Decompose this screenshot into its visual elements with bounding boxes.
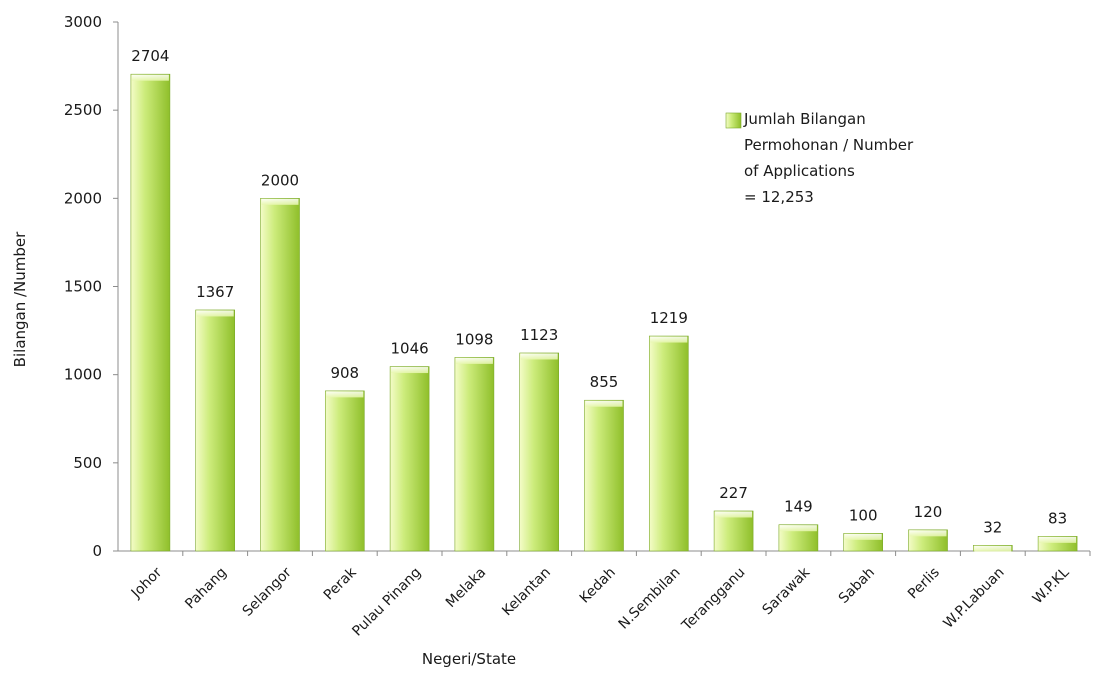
bar-group (584, 399, 624, 552)
bar (519, 352, 560, 552)
data-label: 908 (330, 364, 359, 382)
bar-group (778, 524, 819, 552)
bar-group (648, 335, 689, 552)
legend-swatch (725, 112, 742, 129)
bar-cap (391, 367, 429, 374)
bar-cap (196, 310, 234, 317)
x-tick-label: W.P.KL (1030, 564, 1073, 607)
legend-text-line: Permohonan / Number (744, 136, 914, 154)
data-label: 1219 (650, 309, 688, 327)
x-tick-label: Perlis (905, 565, 943, 603)
bar-cap (326, 391, 364, 398)
bar-cap (650, 336, 688, 343)
bar-group (324, 390, 365, 552)
bars (130, 73, 1078, 552)
x-tick-label: Pahang (182, 565, 230, 613)
bar-cap (520, 353, 558, 360)
y-tick-label: 0 (92, 542, 102, 560)
bar-cap (131, 74, 169, 81)
data-label: 149 (784, 498, 813, 516)
data-label: 1123 (520, 326, 558, 344)
bar (648, 335, 689, 552)
data-label: 227 (719, 484, 748, 502)
y-tick-label: 3000 (64, 13, 102, 31)
x-tick-label: Melaka (443, 565, 489, 611)
y-tick-label: 1500 (64, 278, 102, 296)
bar-cap (715, 511, 753, 518)
bar-cap (455, 357, 493, 364)
legend-text-line: = 12,253 (744, 188, 814, 206)
y-tick-label: 1000 (64, 366, 102, 384)
bar (260, 198, 300, 552)
y-tick-label: 500 (73, 454, 102, 472)
x-tick-label: N.Sembilan (616, 565, 684, 633)
bar-group (454, 357, 495, 552)
legend: Jumlah Bilangan Permohonan / Number of App… (725, 110, 914, 206)
x-tick-label: W.P.Labuan (940, 565, 1007, 632)
data-label: 2000 (261, 171, 299, 189)
legend-text-line: of Applications (744, 162, 855, 180)
bar-cap (779, 525, 817, 532)
data-label: 120 (914, 503, 943, 521)
bar-group (195, 309, 235, 552)
data-label: 83 (1048, 509, 1067, 527)
x-axis-title: Negeri/State (422, 650, 516, 668)
y-tick-label: 2500 (64, 101, 102, 119)
bar-cap (844, 533, 882, 540)
x-tick-label: Sarawak (760, 564, 814, 618)
bar (130, 73, 171, 552)
legend-text-line: Jumlah Bilangan (743, 110, 866, 128)
bar (389, 366, 430, 552)
bar-cap (585, 400, 623, 407)
data-label: 1046 (391, 340, 429, 358)
bar (584, 399, 624, 552)
bar-group (519, 352, 560, 552)
y-tick-label: 2000 (64, 189, 102, 207)
bar (454, 357, 495, 552)
bar-group (908, 529, 948, 552)
x-tick-label: Selangor (240, 564, 295, 619)
data-label: 2704 (131, 47, 169, 65)
bar-cap (909, 530, 947, 537)
data-label: 32 (983, 518, 1002, 536)
data-label: 1367 (196, 283, 234, 301)
bar-group (972, 545, 1013, 552)
x-tick-label: Sabah (836, 565, 878, 607)
bar-group (713, 510, 754, 552)
x-tick-label: Pulau Pinang (349, 565, 424, 640)
data-label: 1098 (455, 330, 493, 348)
x-tick-label: Johor (128, 564, 166, 602)
bar-group (843, 533, 884, 552)
data-label: 100 (849, 506, 878, 524)
bar-group (389, 366, 430, 552)
data-labels: 2704 1367 2000 908 1046 1098 1123 855 1219 227 149… (131, 47, 1067, 536)
bar-group (1037, 536, 1078, 552)
bar-cap (261, 198, 299, 205)
x-tick-label: Perak (321, 564, 361, 604)
y-axis-title: Bilangan /Number (11, 231, 29, 367)
data-label: 855 (590, 373, 619, 391)
bar (195, 309, 235, 552)
x-tick-label: Kedah (577, 565, 619, 607)
bar-group (260, 198, 300, 552)
bar-cap (1039, 536, 1077, 543)
bar (324, 390, 365, 552)
bar-group (130, 73, 171, 552)
bar (713, 510, 754, 552)
x-tick-label: Kelantan (499, 565, 554, 620)
bar-cap (974, 545, 1012, 552)
x-tick-label: Terangganu (678, 565, 748, 635)
